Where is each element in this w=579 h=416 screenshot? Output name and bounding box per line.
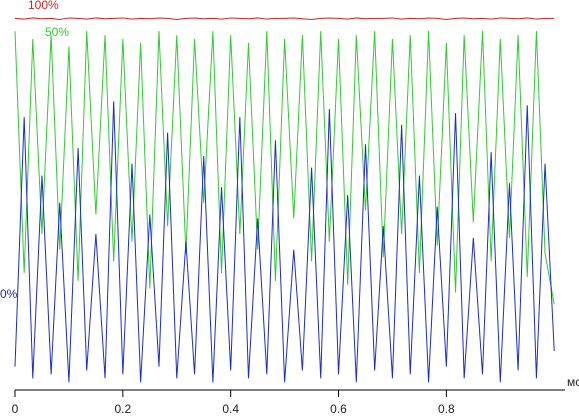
series-label: 0% <box>0 287 18 301</box>
series-line <box>14 17 555 21</box>
x-tick-label: 0.8 <box>438 402 455 416</box>
series-line <box>14 31 555 305</box>
series-line <box>14 101 555 383</box>
x-tick-label: 0.4 <box>222 402 239 416</box>
x-tick-label: 0 <box>12 402 19 416</box>
series-label: 50% <box>45 25 69 39</box>
series-label: 100% <box>28 0 59 12</box>
x-tick-label: 0.2 <box>114 402 131 416</box>
x-axis-label: мс <box>567 375 579 389</box>
x-tick-label: 0.6 <box>330 402 347 416</box>
